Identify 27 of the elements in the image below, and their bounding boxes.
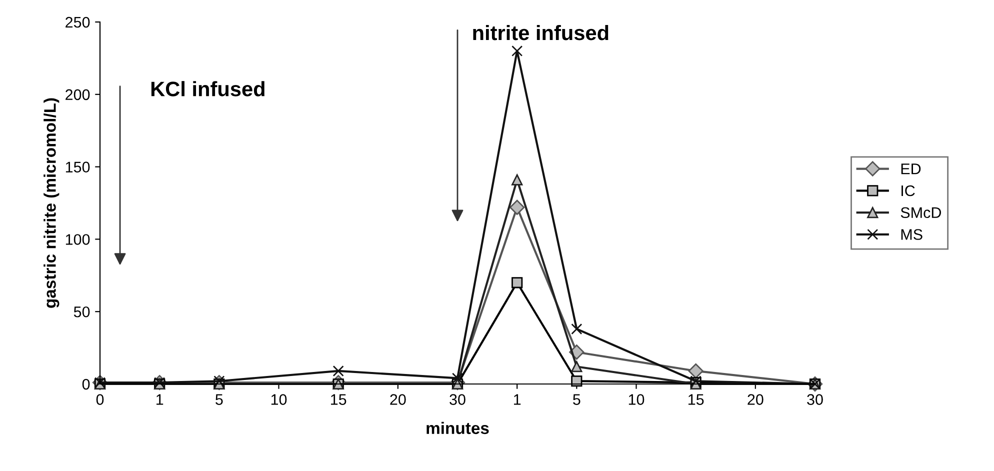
x-tick-label: 30 [450, 394, 466, 405]
y-axis-title: gastric nitrite (micromol/L) [44, 98, 60, 308]
y-tick-label: 150 [66, 162, 90, 172]
x-tick-label: 30 [807, 394, 823, 405]
annotation: nitrite infused [473, 24, 608, 40]
x-tick-label: 10 [271, 394, 287, 405]
x-tick-label: 5 [573, 394, 580, 405]
x-tick-label: 15 [331, 394, 346, 405]
x-tick-label: 5 [216, 394, 223, 405]
legend-label: ED [901, 164, 921, 174]
x-tick-label: 20 [390, 394, 406, 405]
x-axis-title: minutes [426, 422, 489, 434]
annotation: KCl infused [151, 81, 264, 96]
legend-label: SMcD [900, 207, 941, 218]
legend-label: MS [901, 229, 922, 240]
x-tick-label: 0 [96, 394, 104, 405]
y-tick-label: 250 [66, 16, 90, 28]
y-tick-label: 100 [66, 234, 90, 245]
x-tick-label: 10 [628, 394, 644, 405]
x-tick-label: 15 [688, 394, 704, 405]
legend-label: IC [902, 185, 915, 196]
y-tick-label: 0 [82, 378, 90, 390]
x-tick-label: 1 [156, 394, 164, 405]
x-tick-label: 1 [514, 394, 521, 405]
y-tick-label: 50 [74, 306, 90, 318]
y-tick-label: 200 [66, 89, 90, 100]
x-tick-label: 20 [748, 394, 764, 405]
